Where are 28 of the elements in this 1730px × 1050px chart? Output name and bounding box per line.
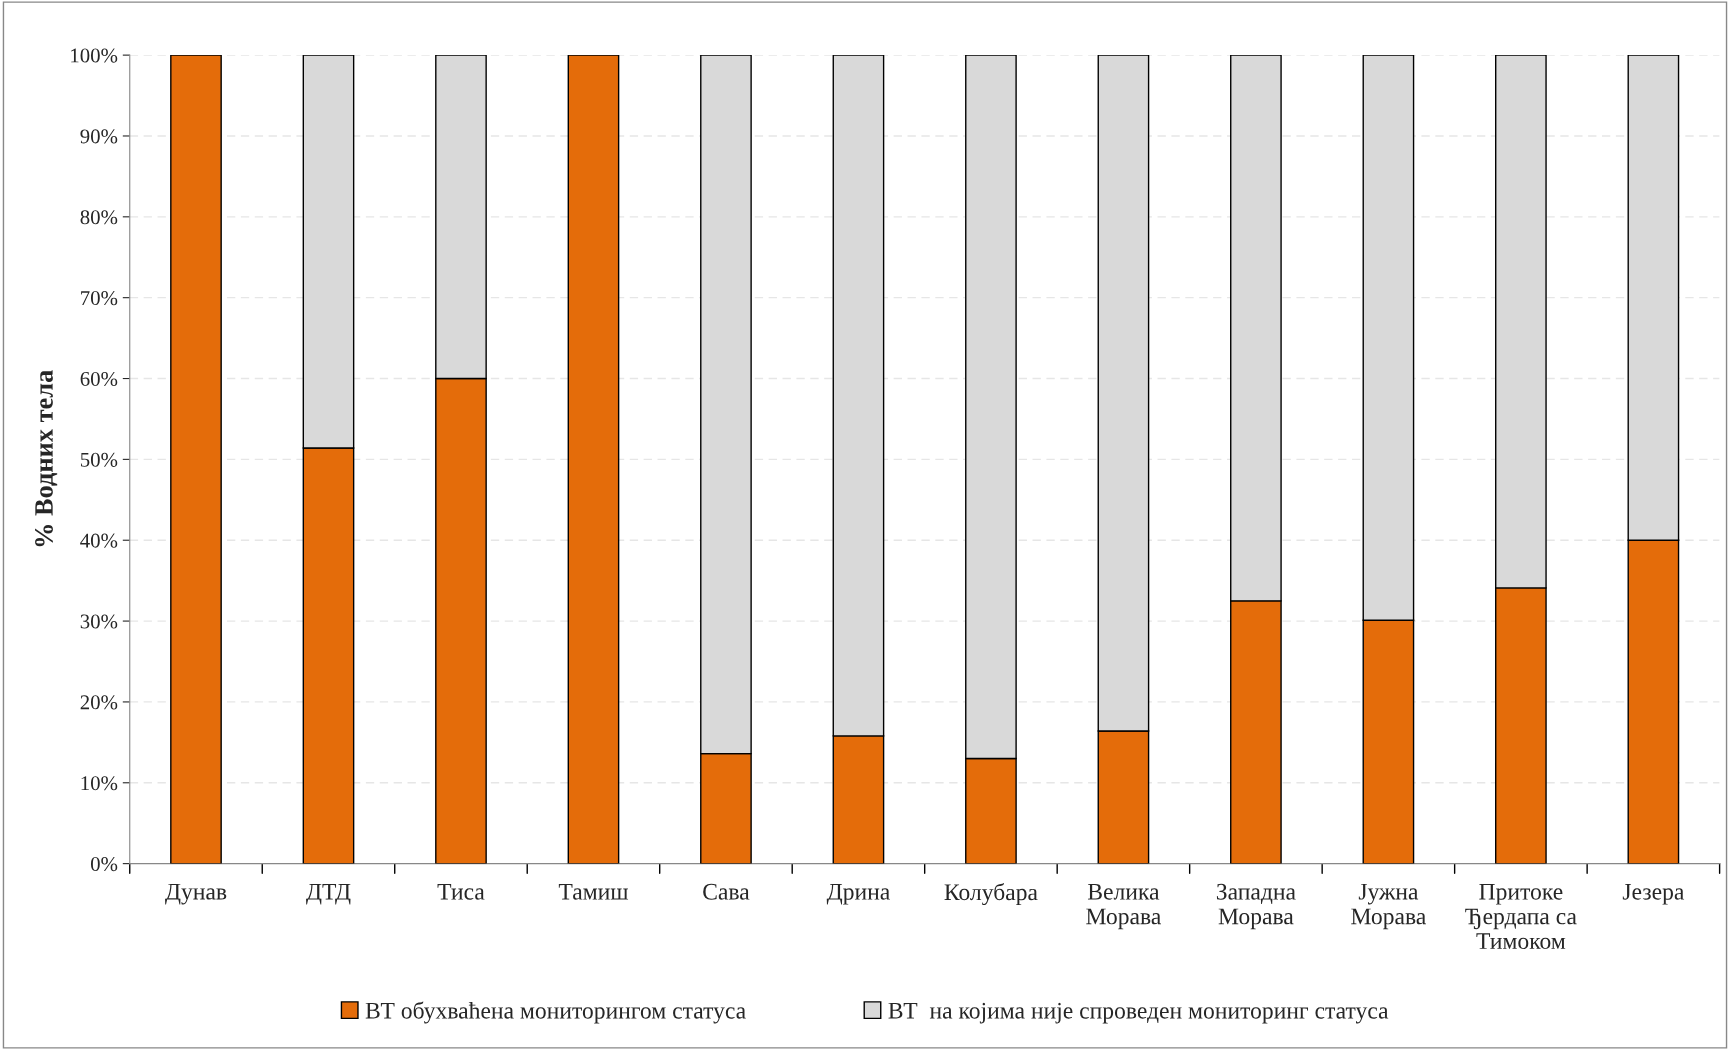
x-tick-label: Велика Морава	[1086, 883, 1161, 930]
bar	[567, 55, 620, 864]
legend-label: ВТ обухваћена мониторингом статуса	[365, 1001, 746, 1024]
x-tick-label: Дрина	[826, 883, 890, 905]
x-tick-label: Притоке Ђердапа са Тимоком	[1465, 883, 1577, 950]
x-tick-label: Дунав	[165, 883, 227, 905]
y-tick-label: 50%	[80, 452, 118, 467]
y-tick-label: 30%	[80, 614, 118, 629]
y-tick-label: 80%	[80, 210, 118, 225]
x-tick-label: Западна Морава	[1216, 883, 1296, 930]
y-tick-label: 100%	[71, 48, 118, 63]
x-tick-label: Сава	[703, 883, 750, 900]
y-tick-label: 90%	[80, 129, 118, 144]
x-tick-label: Јужна Морава	[1351, 883, 1426, 930]
x-tick-label: Језера	[1622, 883, 1685, 905]
bar	[170, 55, 222, 864]
y-tick-label: 20%	[80, 695, 118, 710]
x-tick-label: Колубара	[944, 883, 1038, 906]
x-tick-label: Тамиш	[558, 883, 629, 900]
legend-label: ВТ на којима није спроведен мониторинг статуса	[888, 1002, 1389, 1024]
y-axis-title: % Водних тела	[35, 370, 58, 547]
x-tick-label: Тиса	[437, 883, 485, 900]
y-tick-label: 60%	[80, 371, 118, 387]
y-tick-label: 40%	[80, 533, 118, 548]
y-tick-label: 0%	[90, 857, 118, 872]
x-tick-label: ДТД	[306, 883, 351, 905]
y-tick-label: 70%	[81, 291, 118, 306]
y-tick-label: 10%	[81, 776, 118, 791]
